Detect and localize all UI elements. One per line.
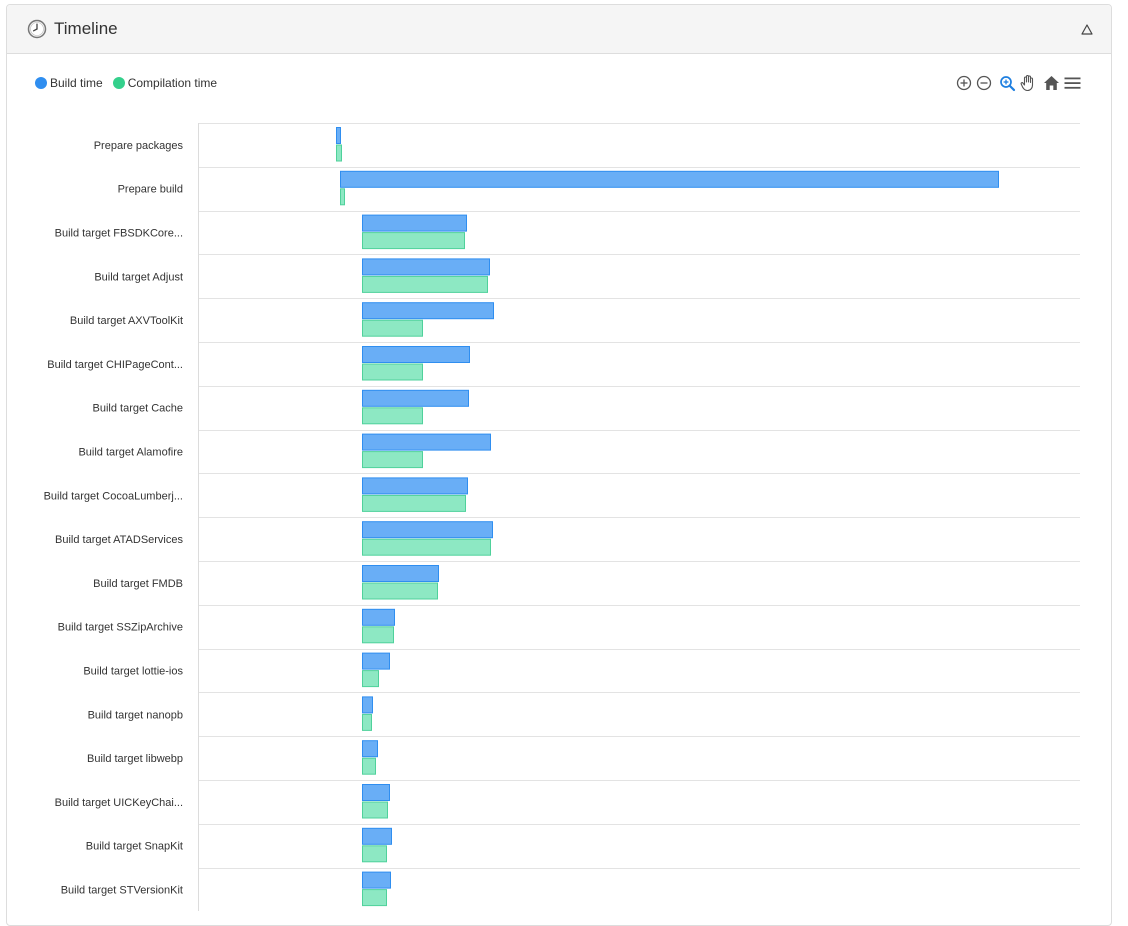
category-label: Build target AXVToolKit (70, 315, 183, 327)
build-time-bar (362, 346, 470, 363)
compilation-time-bar (362, 494, 466, 512)
compilation-time-bar (362, 232, 465, 250)
category-label: Build target libwebp (87, 753, 183, 765)
compilation-time-bar (340, 188, 345, 206)
compilation-time-bar (362, 319, 423, 337)
category-label: Build target FMDB (93, 578, 183, 590)
compilation-time-bar (362, 626, 394, 644)
panel-header: Timeline (7, 5, 1111, 54)
legend-item-compilation-time[interactable]: Compilation time (112, 76, 218, 90)
zoom-in-icon (956, 75, 972, 91)
reset-zoom-button[interactable] (1042, 73, 1060, 93)
build-time-bar (362, 258, 490, 276)
category-label: Build target lottie-ios (83, 666, 183, 678)
collapse-toggle-button[interactable] (1077, 19, 1097, 39)
menu-icon (1064, 77, 1080, 89)
category-label: Prepare packages (94, 140, 184, 152)
panel-title: Timeline (54, 19, 118, 38)
legend-label: Build time (50, 76, 103, 90)
category-label: Build target Adjust (94, 271, 183, 283)
build-time-bar (362, 696, 373, 714)
zoom-out-button[interactable] (975, 73, 993, 93)
build-time-bar (362, 477, 468, 495)
chart-toolbar (950, 73, 1080, 93)
category-label: Build target UICKeyChai... (55, 797, 183, 809)
category-label: Build target CHIPageCont... (47, 359, 183, 371)
compilation-time-bar (362, 363, 423, 381)
legend-label: Compilation time (127, 76, 218, 90)
build-time-bar (362, 827, 392, 845)
compilation-time-bar (362, 451, 423, 469)
clock-icon (27, 19, 47, 39)
selection-zoom-icon (999, 75, 1015, 91)
menu-button[interactable] (1063, 73, 1081, 93)
build-time-bar (340, 170, 999, 188)
build-time-bar (362, 565, 439, 582)
compilation-time-bar (362, 275, 488, 293)
triangle-up-icon (1081, 23, 1093, 35)
build-time-bar (362, 433, 491, 451)
legend-marker-build-time (35, 77, 47, 89)
category-label: Build target SnapKit (86, 841, 183, 853)
category-label: Build target nanopb (88, 709, 183, 721)
compilation-time-bar (362, 889, 387, 907)
build-time-bar (336, 127, 341, 144)
category-label: Build target CocoaLumberj... (44, 490, 183, 502)
compilation-time-bar (362, 713, 372, 731)
build-time-bar (362, 521, 493, 539)
build-time-bar (362, 740, 378, 758)
compilation-time-bar (362, 407, 423, 425)
timeline-panel: Timeline (6, 4, 1112, 926)
pan-hand-icon (1020, 74, 1033, 92)
build-time-bar (362, 302, 494, 320)
category-label: Build target ATADServices (55, 534, 183, 546)
build-time-bar (362, 652, 390, 670)
compilation-time-bar (362, 538, 491, 556)
legend-marker-compilation-time (112, 77, 125, 89)
legend-item-build-time[interactable]: Build time (35, 76, 103, 90)
build-time-bar (362, 871, 391, 889)
category-label: Prepare build (118, 184, 183, 196)
selection-zoom-button[interactable] (998, 73, 1016, 93)
compilation-time-bar (362, 670, 379, 688)
zoom-in-button[interactable] (955, 73, 973, 93)
category-label: Build target Alamofire (78, 447, 183, 459)
build-time-bar (362, 389, 469, 407)
reset-zoom-home-icon (1043, 76, 1059, 90)
category-label: Build target Cache (93, 403, 184, 415)
chart-legend: Build time Compilation time (35, 74, 227, 92)
compilation-time-bar (362, 582, 438, 600)
zoom-out-icon (976, 75, 992, 91)
compilation-time-bar (362, 757, 376, 775)
build-time-bar (362, 608, 395, 626)
category-label: Build target STVersionKit (61, 885, 183, 897)
category-label: Build target FBSDKCore... (55, 228, 183, 240)
category-label: Build target SSZipArchive (58, 622, 183, 634)
compilation-time-bar (362, 845, 387, 863)
compilation-time-bar (362, 801, 388, 819)
build-time-bar (362, 214, 467, 232)
compilation-time-bar (336, 144, 342, 162)
build-time-bar (362, 784, 390, 801)
pan-button[interactable] (1019, 73, 1037, 93)
